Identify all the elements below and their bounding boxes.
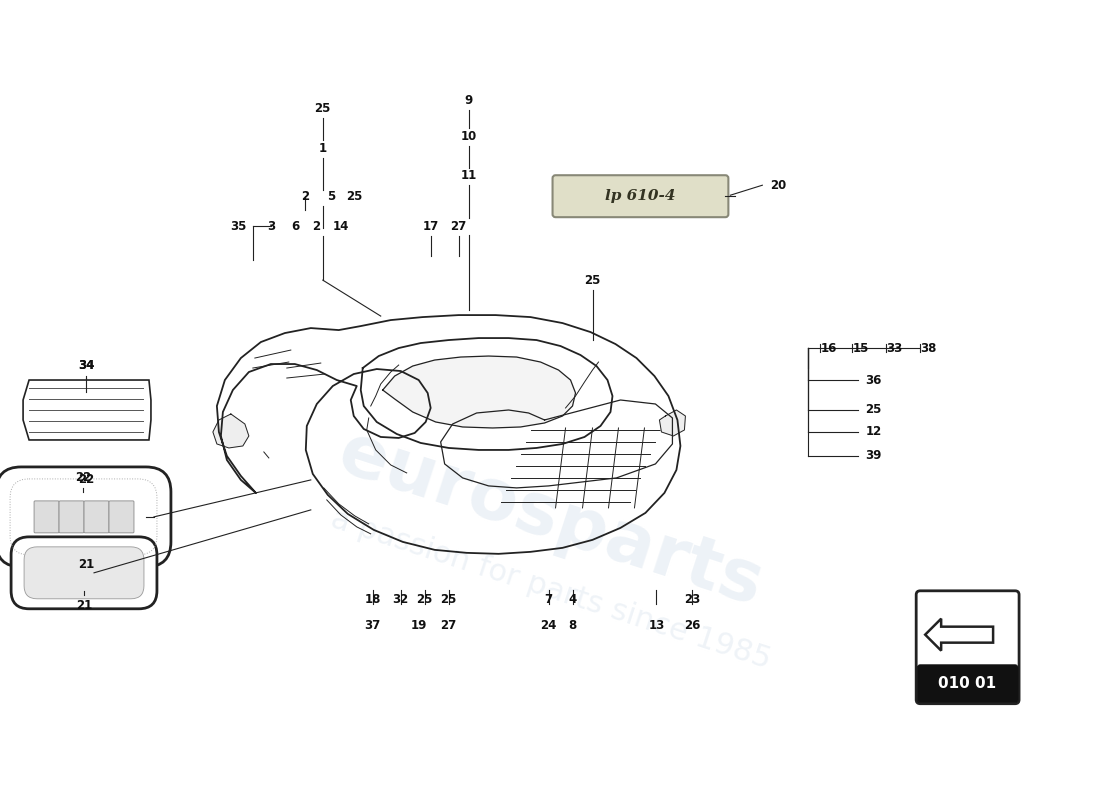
Text: 18: 18 — [364, 594, 381, 606]
FancyBboxPatch shape — [0, 467, 170, 567]
Text: 22: 22 — [78, 474, 95, 486]
Text: 10: 10 — [461, 130, 476, 142]
Text: 25: 25 — [346, 190, 363, 202]
Text: 39: 39 — [866, 450, 881, 462]
Text: 16: 16 — [821, 342, 837, 354]
Polygon shape — [23, 380, 151, 440]
Text: 22: 22 — [75, 471, 91, 484]
Text: 3: 3 — [267, 220, 275, 233]
Text: 2: 2 — [311, 220, 320, 233]
FancyBboxPatch shape — [84, 501, 109, 533]
Text: lp 610-4: lp 610-4 — [605, 190, 675, 203]
Text: 25: 25 — [315, 102, 331, 114]
Text: 25: 25 — [866, 403, 881, 417]
Text: 34: 34 — [78, 359, 95, 372]
Text: 25: 25 — [584, 274, 601, 286]
Text: 14: 14 — [332, 220, 349, 233]
Text: 13: 13 — [648, 619, 664, 632]
Text: 21: 21 — [76, 599, 92, 612]
Text: 17: 17 — [422, 220, 439, 233]
Text: 21: 21 — [78, 558, 95, 571]
Polygon shape — [659, 410, 685, 436]
Text: 15: 15 — [852, 342, 869, 354]
Text: 38: 38 — [921, 342, 936, 354]
Text: 12: 12 — [866, 426, 881, 438]
Polygon shape — [213, 414, 249, 448]
Text: 19: 19 — [410, 619, 427, 632]
Text: 25: 25 — [417, 594, 433, 606]
Text: 010 01: 010 01 — [938, 676, 997, 691]
Text: 27: 27 — [440, 619, 456, 632]
FancyBboxPatch shape — [11, 537, 157, 609]
Text: a passion for parts since 1985: a passion for parts since 1985 — [327, 505, 774, 675]
Polygon shape — [925, 618, 993, 650]
FancyBboxPatch shape — [917, 665, 1019, 702]
Text: 36: 36 — [866, 374, 881, 386]
Text: 8: 8 — [569, 619, 576, 632]
Text: 27: 27 — [451, 220, 466, 233]
FancyBboxPatch shape — [59, 501, 84, 533]
Text: 23: 23 — [684, 594, 701, 606]
Text: 34: 34 — [78, 358, 95, 371]
Text: 6: 6 — [292, 220, 300, 233]
Text: 4: 4 — [569, 594, 576, 606]
Text: 7: 7 — [544, 594, 552, 606]
Text: eurosparts: eurosparts — [330, 418, 771, 621]
Text: 5: 5 — [327, 190, 334, 202]
Text: 33: 33 — [887, 342, 902, 354]
FancyBboxPatch shape — [109, 501, 134, 533]
Text: 37: 37 — [364, 619, 381, 632]
FancyBboxPatch shape — [24, 547, 144, 599]
Text: 2: 2 — [300, 190, 309, 202]
FancyBboxPatch shape — [916, 591, 1019, 704]
Text: 1: 1 — [319, 142, 327, 154]
Text: 9: 9 — [464, 94, 473, 106]
Text: 32: 32 — [393, 594, 409, 606]
Text: 11: 11 — [461, 169, 476, 182]
Text: 25: 25 — [440, 594, 456, 606]
Text: 24: 24 — [540, 619, 557, 632]
Text: 26: 26 — [684, 619, 701, 632]
FancyBboxPatch shape — [34, 501, 59, 533]
FancyBboxPatch shape — [552, 175, 728, 217]
Text: 35: 35 — [231, 220, 246, 233]
Polygon shape — [383, 356, 575, 428]
Text: 20: 20 — [770, 178, 786, 192]
